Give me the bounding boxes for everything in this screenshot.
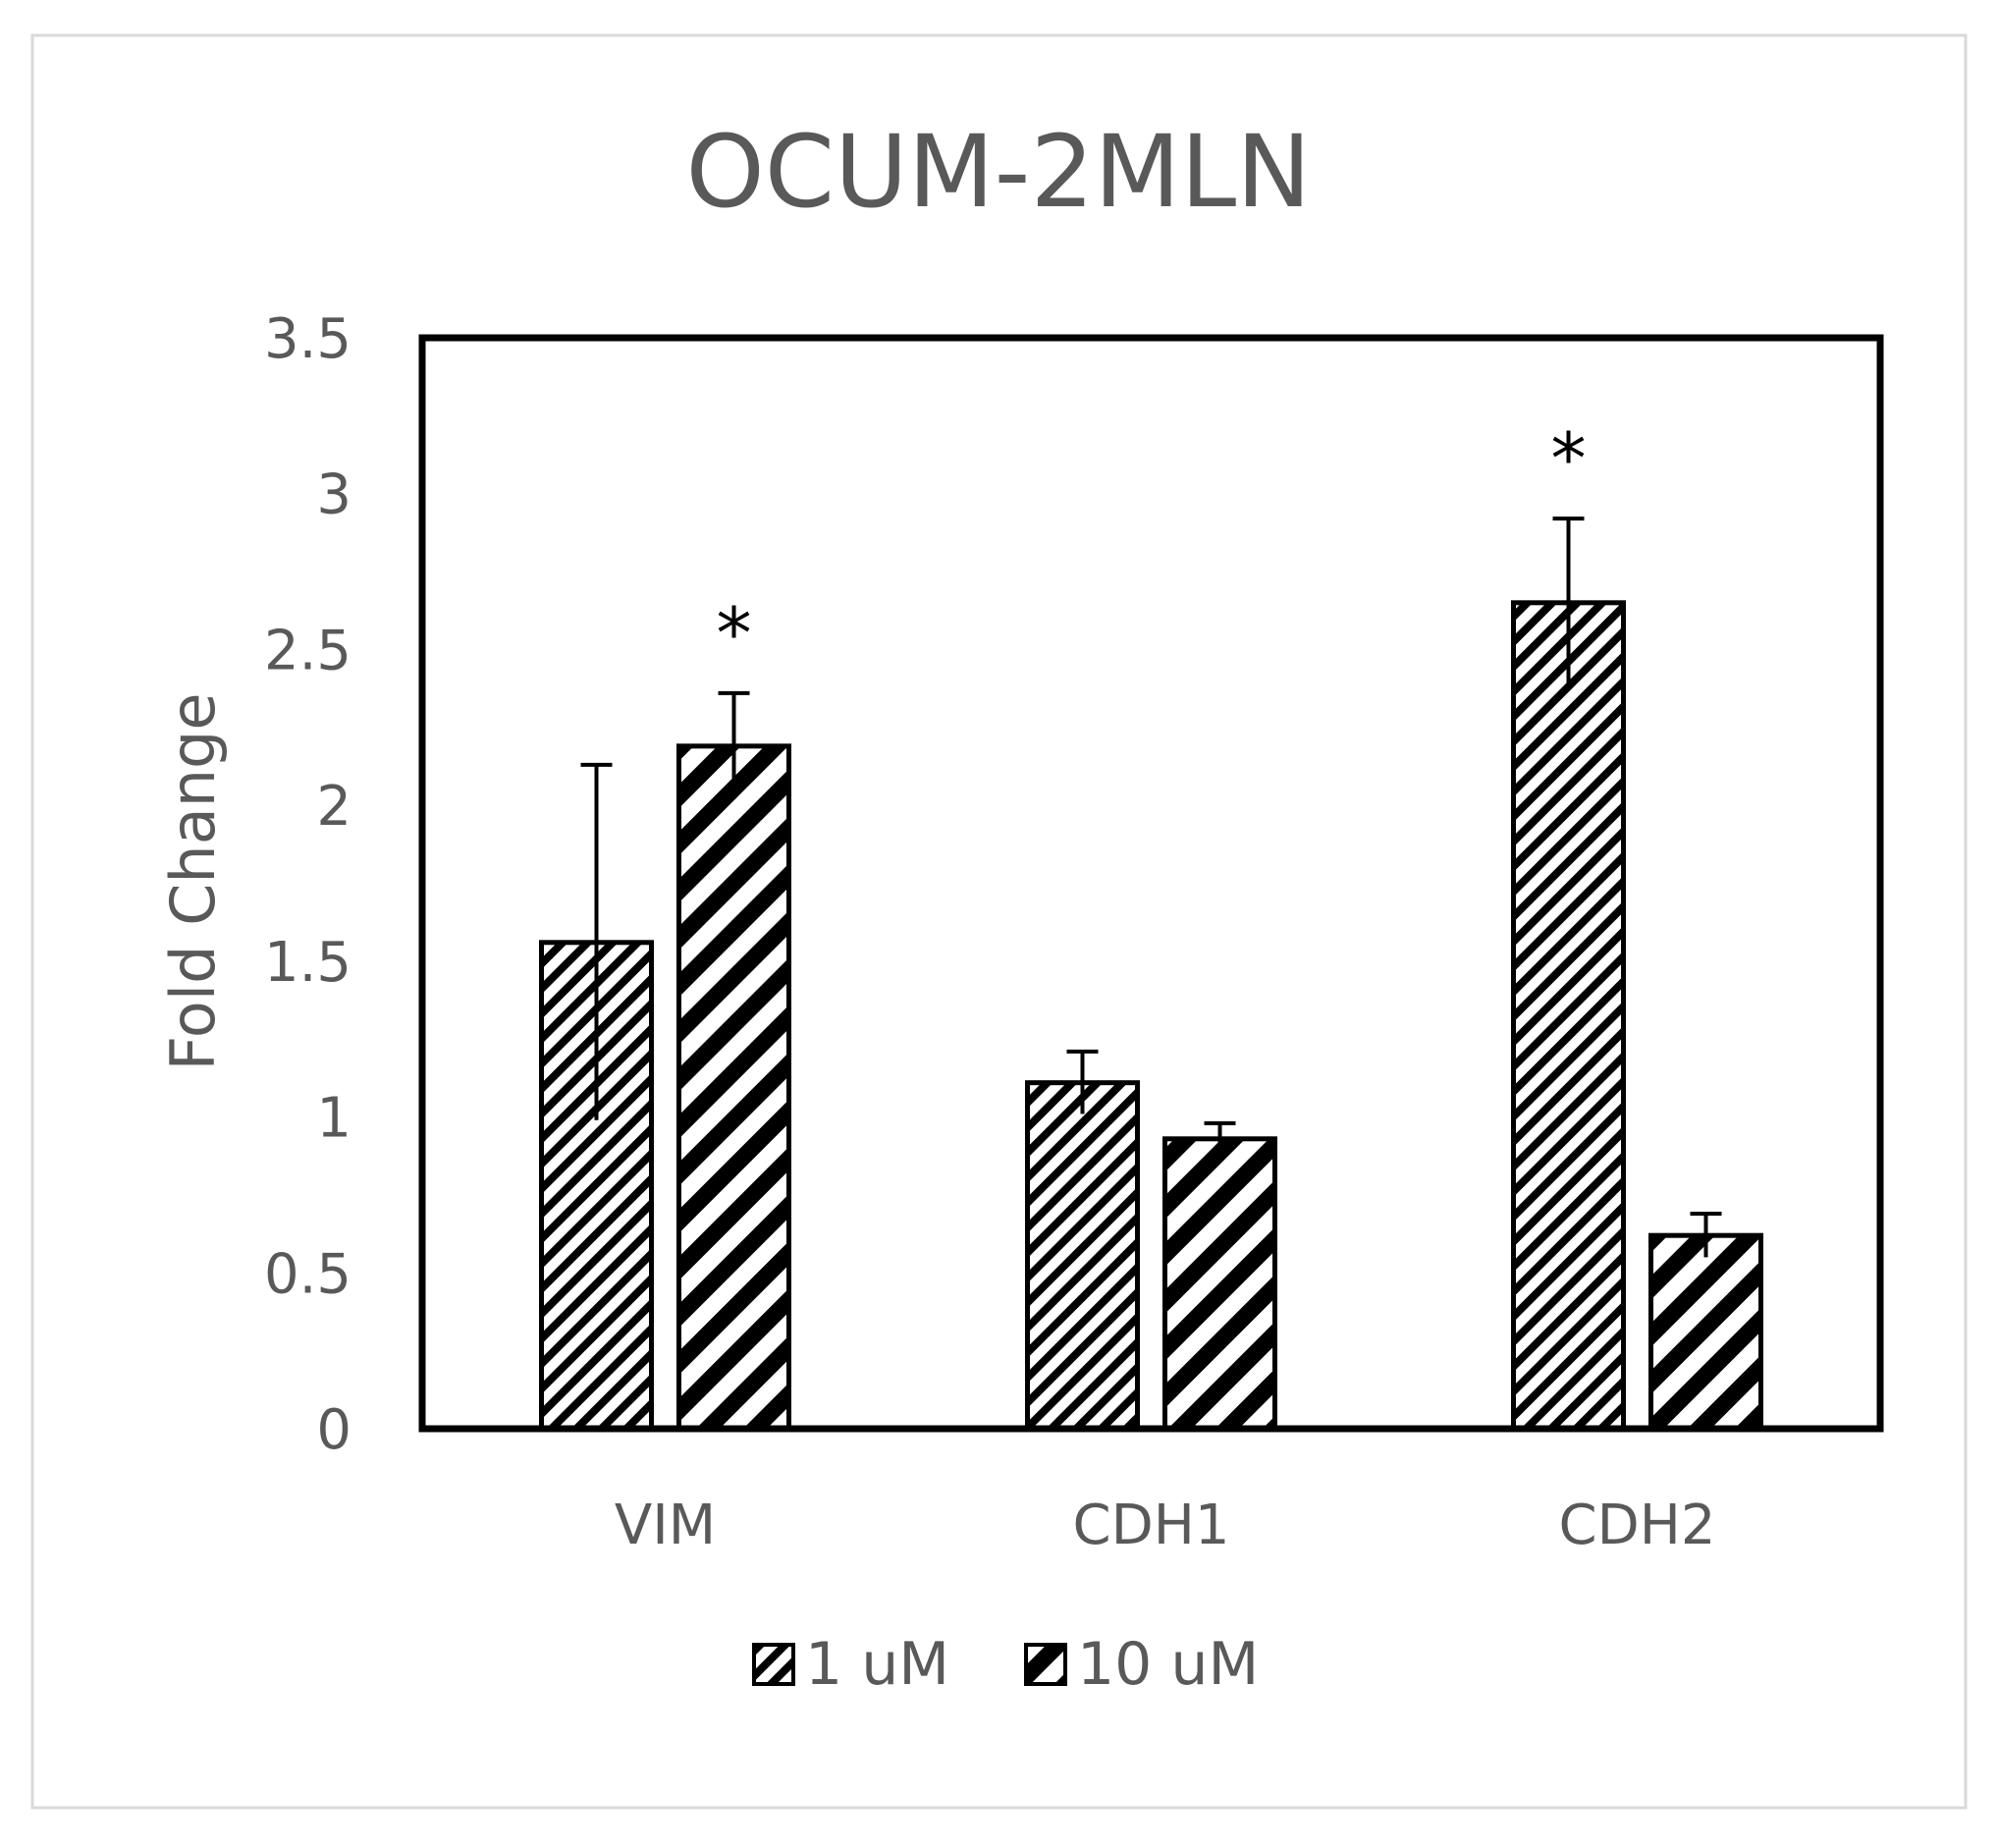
x-category-label: VIM [615, 1494, 716, 1557]
legend: 1 uM 10 uM [752, 1630, 1259, 1699]
error-bar-10-uM-VIM [718, 690, 750, 799]
significance-layer: ** [717, 417, 1587, 675]
legend-item: 10 uM [1024, 1630, 1259, 1699]
figure-frame [30, 33, 1968, 1810]
error-bar-1-uM-CDH1 [1066, 1049, 1099, 1114]
y-tick-label: 1 [316, 1087, 351, 1151]
bar-1-uM-CDH1 [1025, 1080, 1140, 1432]
y-tick-label: 0.5 [264, 1242, 351, 1306]
error-bar-10-uM-CDH1 [1204, 1120, 1236, 1155]
y-tick-label: 1.5 [264, 931, 351, 995]
y-tick-label: 3 [316, 463, 351, 527]
y-axis-ticks: 0 0.5 1 1.5 2 2.5 3 3.5 [264, 307, 351, 1462]
error-bars-layer [580, 516, 1722, 1258]
bar-1-uM-CDH2 [1511, 600, 1626, 1432]
legend-label: 10 uM [1077, 1630, 1259, 1699]
error-bar-1-uM-CDH2 [1552, 516, 1585, 687]
error-bar-1-uM-VIM [580, 762, 613, 1120]
error-bar-10-uM-CDH2 [1690, 1211, 1722, 1258]
x-category-label: CDH1 [1073, 1494, 1230, 1557]
bar-10-uM-CDH1 [1162, 1136, 1277, 1432]
y-axis-label: Fold Change [157, 692, 229, 1070]
chart-title: OCUM-2MLN [685, 114, 1311, 231]
x-category-label: CDH2 [1559, 1494, 1716, 1557]
y-tick-label: 0 [316, 1398, 351, 1462]
bar-10-uM-CDH2 [1648, 1232, 1763, 1432]
y-tick-label: 2.5 [264, 619, 351, 682]
legend-swatch [1024, 1643, 1067, 1686]
bars-layer [539, 600, 1763, 1432]
plot-area-border [418, 334, 1884, 1433]
bar-10-uM-VIM [676, 743, 791, 1432]
x-axis-labels: VIM CDH1 CDH2 [615, 1494, 1716, 1557]
legend-swatch [752, 1643, 795, 1686]
legend-item: 1 uM [752, 1630, 949, 1699]
significance-marker: * [717, 592, 752, 675]
legend-label: 1 uM [805, 1630, 949, 1699]
y-tick-label: 3.5 [264, 307, 351, 371]
significance-marker: * [1551, 417, 1587, 500]
y-tick-label: 2 [316, 775, 351, 839]
